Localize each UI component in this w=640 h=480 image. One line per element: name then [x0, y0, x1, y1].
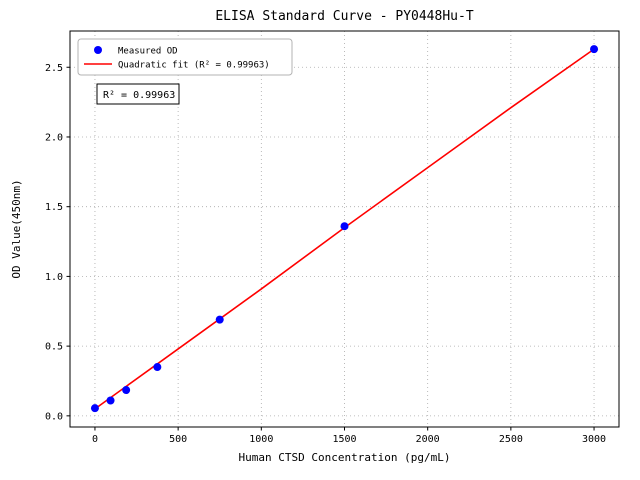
x-tick-label: 0 — [92, 434, 98, 445]
data-point — [340, 222, 349, 231]
x-tick-label: 2000 — [416, 434, 440, 445]
data-point — [590, 45, 599, 54]
data-point — [122, 386, 131, 395]
y-tick-label: 2.0 — [45, 132, 63, 143]
x-tick-label: 500 — [169, 434, 187, 445]
annotation-box — [96, 83, 180, 105]
y-tick-label: 2.5 — [45, 63, 63, 74]
legend-label-measured-od: Measured OD — [118, 47, 178, 57]
annotation: R² = 0.99963 — [96, 83, 180, 105]
y-tick-label: 1.5 — [45, 202, 63, 213]
data-point — [90, 404, 99, 413]
x-tick-label: 1000 — [249, 434, 273, 445]
data-point — [215, 315, 224, 324]
x-tick-label: 2500 — [499, 434, 523, 445]
legend-marker-measured-od — [94, 46, 102, 54]
x-axis-label: Human CTSD Concentration (pg/mL) — [239, 451, 451, 464]
legend-box — [77, 38, 293, 76]
plot-border — [69, 30, 620, 428]
data-point — [106, 396, 115, 405]
chart-title: ELISA Standard Curve - PY0448Hu-T — [215, 9, 473, 24]
x-tick-label: 3000 — [582, 434, 606, 445]
x-tick-label: 1500 — [332, 434, 356, 445]
y-tick-label: 0.0 — [45, 411, 63, 422]
y-tick-label: 0.5 — [45, 342, 63, 353]
y-axis-label: OD Value(450nm) — [10, 179, 23, 278]
legend-label-quadratic-fit: Quadratic fit (R² = 0.99963) — [118, 61, 270, 71]
y-tick-label: 1.0 — [45, 272, 63, 283]
annotation-text: R² = 0.99963 — [103, 90, 175, 101]
data-point — [153, 363, 162, 372]
legend: Measured OD Quadratic fit (R² = 0.99963) — [77, 38, 293, 76]
